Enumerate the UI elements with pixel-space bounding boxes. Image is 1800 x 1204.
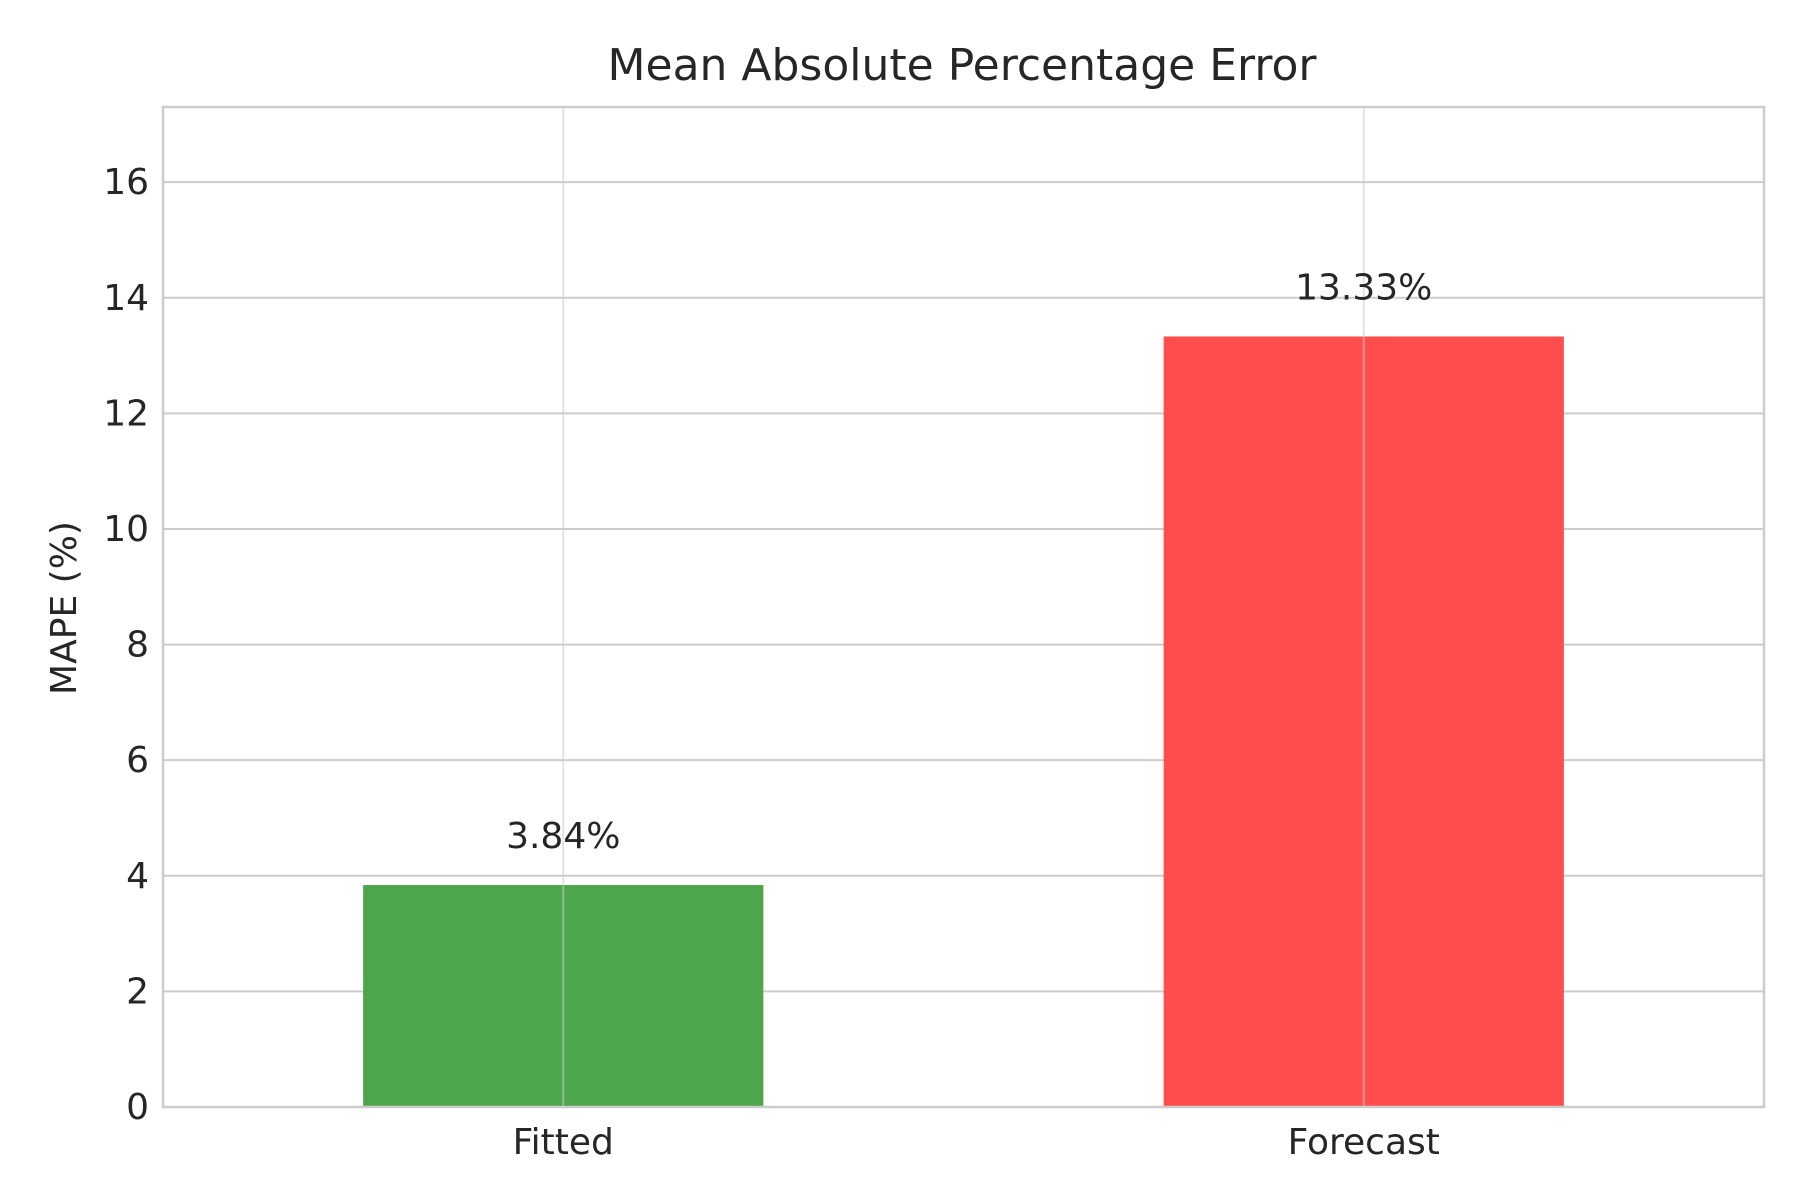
bar-value-label: 13.33%: [1295, 267, 1432, 308]
plot-frame: [161, 105, 1766, 1109]
y-tick-label: 12: [103, 393, 149, 434]
y-tick-label: 6: [126, 740, 149, 781]
value-labels: 3.84% 13.33%: [506, 267, 1432, 857]
y-axis-label: MAPE (%): [44, 521, 85, 695]
chart-title: Mean Absolute Percentage Error: [608, 40, 1318, 91]
x-tick-labels: Fitted Forecast: [513, 1122, 1440, 1163]
y-tick-label: 10: [103, 509, 149, 550]
x-tick-label: Forecast: [1288, 1122, 1440, 1163]
bar-value-label: 3.84%: [506, 816, 620, 857]
y-tick-label: 4: [126, 856, 149, 897]
y-tick-label: 14: [103, 278, 149, 319]
y-tick-label: 0: [126, 1087, 149, 1128]
y-tick-label: 16: [103, 162, 149, 203]
y-tick-labels: 0 2 4 6 8 10 12 14 16: [103, 162, 149, 1128]
x-tick-label: Fitted: [513, 1122, 614, 1163]
y-tick-label: 2: [126, 971, 149, 1012]
y-tick-label: 8: [126, 625, 149, 666]
vertical-grid-layer: [562, 107, 1365, 1107]
